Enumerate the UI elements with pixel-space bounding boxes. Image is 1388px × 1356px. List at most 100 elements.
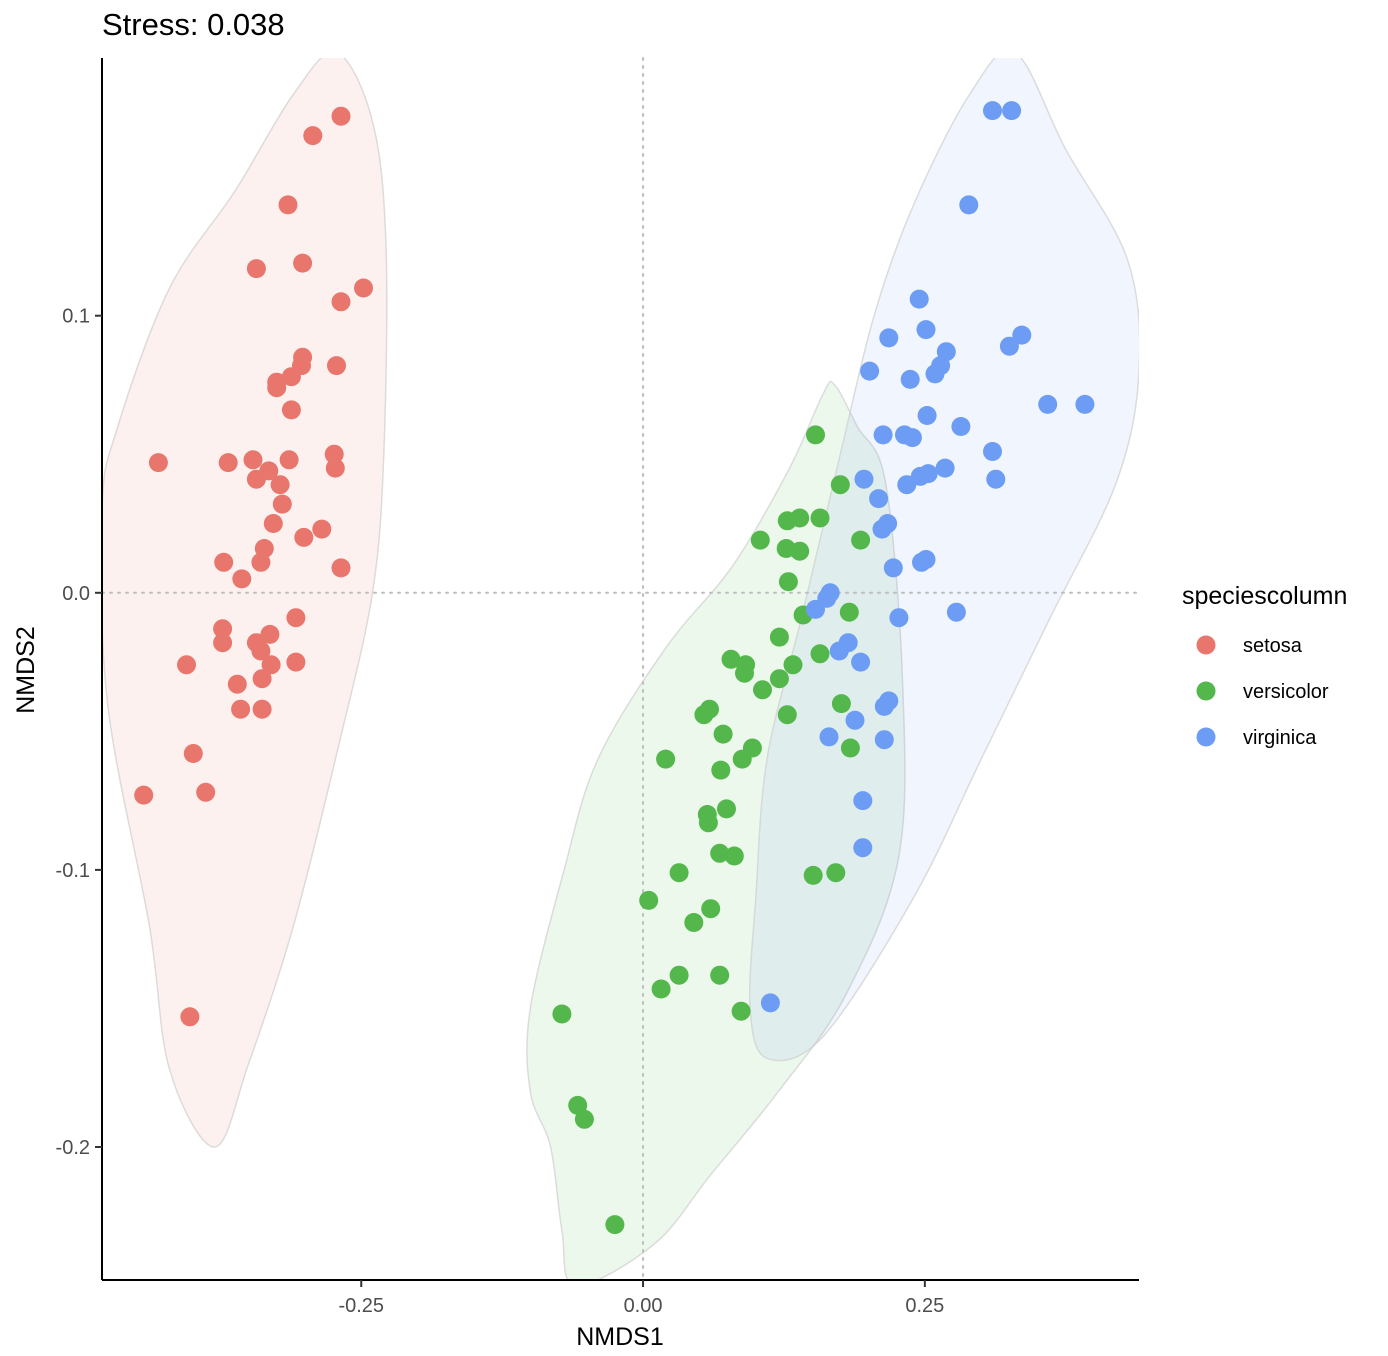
point-versicolor	[713, 724, 733, 744]
point-setosa	[324, 444, 344, 464]
point-versicolor	[552, 1004, 572, 1024]
point-versicolor	[639, 890, 659, 910]
point-setosa	[134, 785, 154, 805]
point-versicolor	[810, 508, 830, 528]
point-versicolor	[826, 863, 846, 883]
point-setosa	[272, 494, 292, 514]
y-tick-label: -0.1	[56, 860, 90, 882]
point-layer	[134, 101, 1095, 1235]
point-versicolor	[711, 760, 731, 780]
point-setosa	[331, 558, 351, 578]
point-virginica	[983, 442, 1002, 461]
point-virginica	[959, 195, 979, 215]
point-setosa	[252, 669, 272, 689]
point-setosa	[252, 699, 272, 719]
point-virginica	[874, 730, 894, 750]
point-versicolor	[717, 799, 736, 819]
point-setosa	[267, 378, 287, 398]
x-tick-label: -0.25	[338, 1295, 384, 1317]
point-versicolor	[851, 530, 871, 550]
point-versicolor	[735, 663, 754, 683]
point-setosa	[279, 450, 299, 470]
point-virginica	[999, 336, 1019, 356]
point-setosa	[183, 744, 203, 763]
point-versicolor	[830, 475, 850, 495]
point-setosa	[177, 655, 196, 675]
point-setosa	[303, 126, 323, 146]
point-setosa	[263, 514, 283, 533]
point-setosa	[294, 527, 314, 547]
point-setosa	[281, 367, 301, 387]
point-setosa	[261, 655, 281, 675]
point-versicolor	[651, 979, 671, 999]
point-virginica	[879, 328, 899, 348]
point-setosa	[331, 292, 351, 312]
point-virginica	[916, 320, 936, 340]
point-virginica	[854, 469, 874, 489]
point-versicolor	[831, 694, 851, 714]
point-virginica	[873, 425, 893, 445]
point-virginica	[806, 599, 825, 619]
point-virginica	[925, 364, 945, 384]
legend-label-virginica: virginica	[1243, 727, 1317, 749]
y-tick-label: -0.2	[56, 1137, 90, 1159]
point-setosa	[231, 699, 251, 719]
legend-label-versicolor: versicolor	[1243, 681, 1329, 703]
point-versicolor	[656, 749, 676, 769]
point-virginica	[883, 558, 903, 578]
point-virginica	[917, 406, 937, 425]
point-setosa	[227, 674, 247, 694]
point-versicolor	[806, 425, 825, 445]
point-setosa	[327, 356, 346, 376]
legend: speciescolumn setosa versicolor virginica	[1182, 582, 1347, 749]
point-versicolor	[840, 738, 860, 758]
chart-title: Stress: 0.038	[102, 7, 285, 42]
point-versicolor	[810, 644, 830, 664]
point-setosa	[214, 552, 234, 572]
point-virginica	[935, 458, 955, 478]
point-versicolor	[777, 705, 797, 725]
point-versicolor	[710, 965, 730, 985]
y-axis-title: NMDS2	[12, 626, 40, 714]
x-tick-label: 0.25	[905, 1295, 944, 1317]
point-versicolor	[574, 1109, 594, 1129]
point-virginica	[829, 641, 849, 661]
point-versicolor	[769, 669, 789, 689]
hull-layer	[102, 58, 1139, 1280]
point-virginica	[819, 727, 839, 747]
point-versicolor	[753, 680, 772, 700]
point-setosa	[270, 475, 290, 495]
point-setosa	[218, 453, 238, 473]
point-setosa	[232, 569, 252, 589]
point-versicolor	[731, 1001, 751, 1021]
point-virginica	[889, 608, 909, 628]
legend-key-setosa	[1196, 635, 1216, 655]
point-setosa	[331, 106, 351, 126]
axis-layer: -0.25 0.00 0.25 -0.2 -0.1 0.0 0.1	[56, 58, 1139, 1317]
point-setosa	[251, 641, 271, 661]
point-virginica	[1075, 394, 1095, 414]
point-virginica	[853, 791, 873, 811]
point-virginica	[874, 696, 894, 716]
point-setosa	[148, 453, 168, 473]
point-versicolor	[710, 843, 730, 863]
point-virginica	[946, 602, 966, 622]
y-tick-label: 0.1	[62, 306, 90, 328]
point-setosa	[293, 253, 313, 273]
y-tick-label: 0.0	[62, 583, 90, 605]
point-virginica	[872, 519, 892, 539]
point-setosa	[354, 278, 373, 298]
point-virginica	[869, 489, 889, 509]
point-versicolor	[694, 705, 714, 725]
point-setosa	[213, 619, 233, 639]
legend-key-virginica	[1196, 727, 1216, 747]
point-versicolor	[769, 627, 789, 647]
point-virginica	[1038, 394, 1058, 414]
point-versicolor	[803, 865, 823, 885]
point-versicolor	[790, 541, 810, 561]
point-setosa	[286, 652, 306, 672]
point-versicolor	[783, 655, 803, 675]
point-virginica	[1012, 325, 1032, 345]
point-versicolor	[697, 805, 717, 824]
